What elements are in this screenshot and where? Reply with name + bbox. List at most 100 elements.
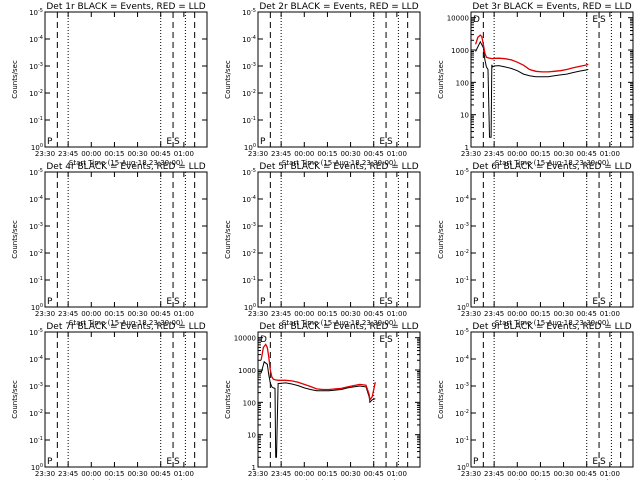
marker-e: E [379, 297, 385, 307]
marker-s: S [600, 457, 606, 467]
marker-e: E [166, 137, 172, 147]
y-tick-label: 10-2 [29, 409, 43, 418]
y-axis-label: Counts/sec [437, 220, 445, 259]
y-tick-label: 100 [31, 303, 43, 312]
x-axis-label: Start Time (15-Aug-18 23:30:00) [69, 319, 183, 327]
x-tick-label: 23:45 [58, 470, 78, 478]
x-tick-label: 00:30 [553, 470, 573, 478]
marker-left: P [47, 297, 53, 307]
x-tick-label: 01:00 [387, 470, 407, 478]
marker-left: P [473, 297, 479, 307]
x-tick-label: 00:15 [530, 150, 550, 158]
y-axis-label: Counts/sec [437, 60, 445, 99]
x-tick-label: 00:45 [577, 310, 597, 318]
x-tick-label: 00:15 [530, 470, 550, 478]
x-tick-label: 23:45 [271, 310, 291, 318]
y-tick-label: 10-4 [29, 35, 43, 44]
x-tick-label: 01:00 [600, 470, 620, 478]
y-tick-label: 100 [243, 399, 256, 407]
x-tick-label: 23:45 [484, 470, 504, 478]
x-tick-label: 23:30 [461, 150, 481, 158]
marker-s: S [387, 297, 393, 307]
x-tick-label: 23:30 [248, 470, 268, 478]
y-tick-label: 100 [31, 463, 43, 472]
y-tick-label: 100 [31, 143, 43, 152]
x-tick-label: 00:00 [294, 470, 314, 478]
y-tick-label: 10-2 [455, 249, 469, 258]
x-tick-label: 00:30 [553, 150, 573, 158]
panel-4: Det 4r BLACK = Events, RED = LLD 23:30 23:… [11, 162, 208, 327]
y-tick-label: 10-3 [455, 222, 469, 231]
x-tick-label: 00:00 [507, 470, 527, 478]
y-tick-label: 10-1 [29, 436, 43, 445]
marker-e: E [379, 137, 385, 147]
x-tick-label: 00:45 [364, 470, 384, 478]
marker-left: P [260, 137, 266, 147]
x-tick-label: 23:45 [271, 470, 291, 478]
y-tick-label: 10-1 [455, 276, 469, 285]
y-tick-label: 10-1 [29, 116, 43, 125]
x-tick-label: 00:00 [507, 310, 527, 318]
y-tick-label: 10-4 [29, 355, 43, 364]
panel-title: Det 3r BLACK = Events, RED = LLD [472, 2, 631, 12]
y-tick-label: 10 [247, 432, 256, 440]
y-axis-label: Counts/sec [224, 60, 232, 99]
x-tick-label: 00:00 [81, 310, 101, 318]
y-tick-label: 100 [244, 303, 256, 312]
x-tick-label: 00:15 [317, 310, 337, 318]
marker-s: S [387, 335, 393, 345]
y-tick-label: 10-3 [29, 222, 43, 231]
x-tick-label: 00:30 [553, 310, 573, 318]
y-tick-label: 10-1 [242, 276, 256, 285]
x-tick-label: 00:00 [81, 470, 101, 478]
panel-7: Det 7r BLACK = Events, RED = LLD 23:30 23:… [11, 322, 208, 480]
panel-6: Det 6r BLACK = Events, RED = LLD 23:30 23:… [437, 162, 634, 327]
panel-1: Det 1r BLACK = Events, RED = LLD 23:30 23:… [11, 2, 208, 167]
x-tick-label: 00:15 [530, 310, 550, 318]
y-axis-label: Counts/sec [224, 220, 232, 259]
marker-left: P [473, 457, 479, 467]
marker-s: S [600, 297, 606, 307]
y-tick-label: 10000 [447, 15, 469, 23]
marker-e: E [592, 15, 598, 25]
x-tick-label: 23:30 [248, 310, 268, 318]
x-tick-label: 00:30 [127, 310, 147, 318]
x-tick-label: 01:00 [174, 150, 194, 158]
panel-title: Det 9r BLACK = Events, RED = LLD [472, 322, 631, 332]
x-tick-label: 01:00 [600, 150, 620, 158]
x-tick-label: 00:15 [317, 470, 337, 478]
marker-s: S [387, 137, 393, 147]
y-tick-label: 10-3 [29, 382, 43, 391]
y-tick-label: 100 [244, 143, 256, 152]
x-tick-label: 01:00 [387, 150, 407, 158]
marker-e: E [592, 297, 598, 307]
x-tick-label: 00:45 [151, 470, 171, 478]
x-tick-label: 23:30 [35, 310, 55, 318]
y-axis-label: Counts/sec [11, 380, 19, 419]
lld-series-line [260, 343, 376, 402]
x-tick-label: 00:45 [364, 310, 384, 318]
y-tick-label: 10000 [234, 335, 256, 343]
y-tick-label: 10-5 [242, 8, 256, 17]
y-tick-label: 10-5 [29, 328, 43, 337]
panel-9: Det 9r BLACK = Events, RED = LLD 23:30 23:… [437, 322, 634, 480]
y-tick-label: 10-2 [455, 409, 469, 418]
events-series-line [475, 40, 589, 138]
marker-left: D [260, 335, 267, 345]
x-tick-label: 00:15 [317, 150, 337, 158]
x-axis-label: Start Time (15-Aug-18 23:30:00) [495, 159, 609, 167]
y-tick-label: 1 [252, 464, 256, 472]
y-axis-label: Counts/sec [11, 60, 19, 99]
y-tick-label: 10-5 [455, 328, 469, 337]
x-tick-label: 00:45 [577, 470, 597, 478]
panel-2: Det 2r BLACK = Events, RED = LLD 23:30 23:… [224, 2, 421, 167]
y-axis-label: Counts/sec [11, 220, 19, 259]
marker-e: E [592, 457, 598, 467]
marker-e: E [166, 297, 172, 307]
x-tick-label: 01:00 [174, 310, 194, 318]
x-tick-label: 00:30 [340, 470, 360, 478]
marker-left: D [473, 15, 480, 25]
x-tick-label: 23:45 [58, 150, 78, 158]
y-tick-label: 10-3 [455, 382, 469, 391]
x-tick-label: 23:30 [461, 470, 481, 478]
